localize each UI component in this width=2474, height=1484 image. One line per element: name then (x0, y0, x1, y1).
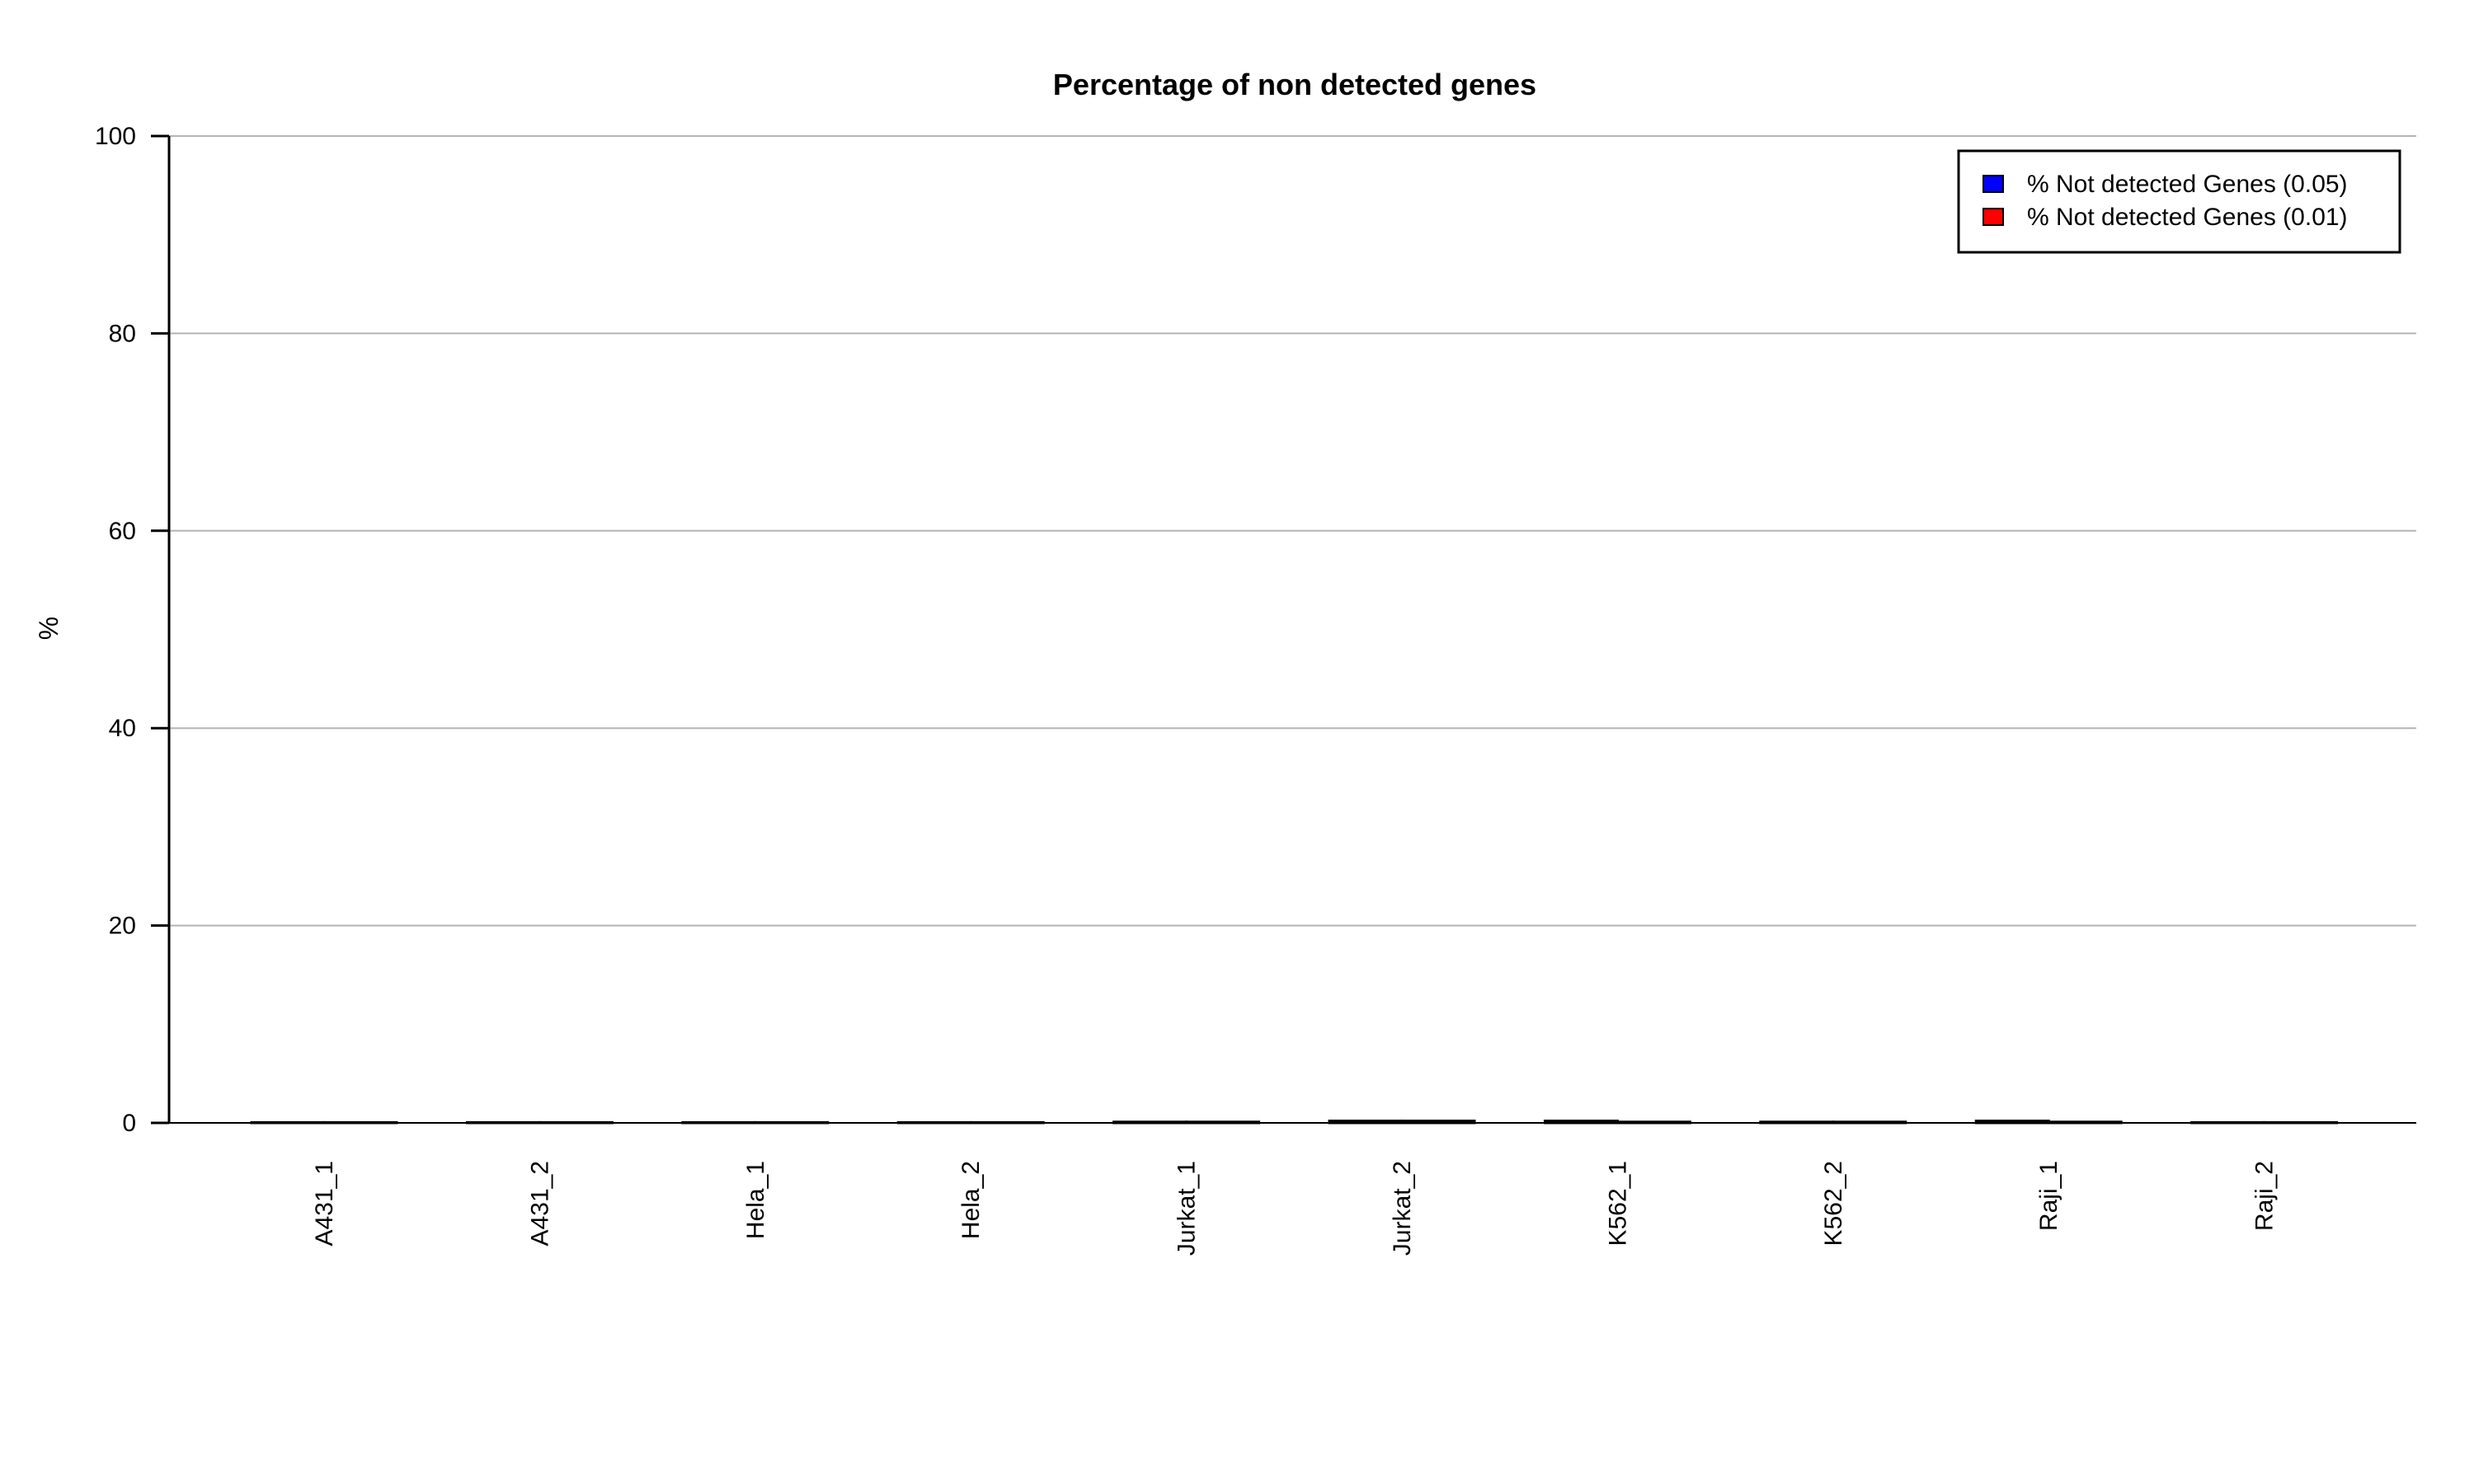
x-tick-label: A431_1 (311, 1161, 338, 1246)
x-tick-label: K562_2 (1820, 1161, 1847, 1246)
y-tick-label: 20 (109, 913, 136, 940)
legend-swatch (1982, 175, 2004, 193)
chart-title: Percentage of non detected genes (1053, 68, 1536, 101)
y-tick-label: 40 (109, 715, 136, 742)
x-tick-label: Hela_1 (742, 1161, 769, 1239)
x-tick-label: Jurkat_1 (1174, 1161, 1201, 1256)
legend: % Not detected Genes (0.05) % Not detecte… (1957, 149, 2401, 254)
x-tick-label: Raji_1 (2035, 1161, 2062, 1231)
x-tick-label: A431_2 (526, 1161, 553, 1246)
legend-label: % Not detected Genes (0.05) (2027, 171, 2348, 198)
y-tick-label: 80 (109, 320, 136, 347)
y-tick-labels: 0 20 40 60 80 100 (95, 123, 169, 1137)
x-tick-label: Hela_2 (957, 1161, 985, 1239)
x-tick-label: K562_1 (1604, 1161, 1631, 1246)
axes (167, 136, 2416, 1124)
legend-label: % Not detected Genes (0.01) (2027, 204, 2348, 231)
x-tick-label: Jurkat_2 (1389, 1161, 1416, 1256)
x-tick-label: Raji_2 (2251, 1161, 2279, 1231)
y-tick-label: 60 (109, 518, 136, 545)
y-axis-label: % (34, 617, 63, 640)
y-tick-label: 100 (95, 123, 136, 150)
x-tick-labels: A431_1 A431_2 Hela_1 Hela_2 Jurkat_1 Jurkat_2… (311, 1161, 2279, 1256)
legend-swatch (1982, 208, 2004, 226)
y-tick-label: 0 (122, 1110, 136, 1137)
legend-box (1957, 149, 2401, 254)
